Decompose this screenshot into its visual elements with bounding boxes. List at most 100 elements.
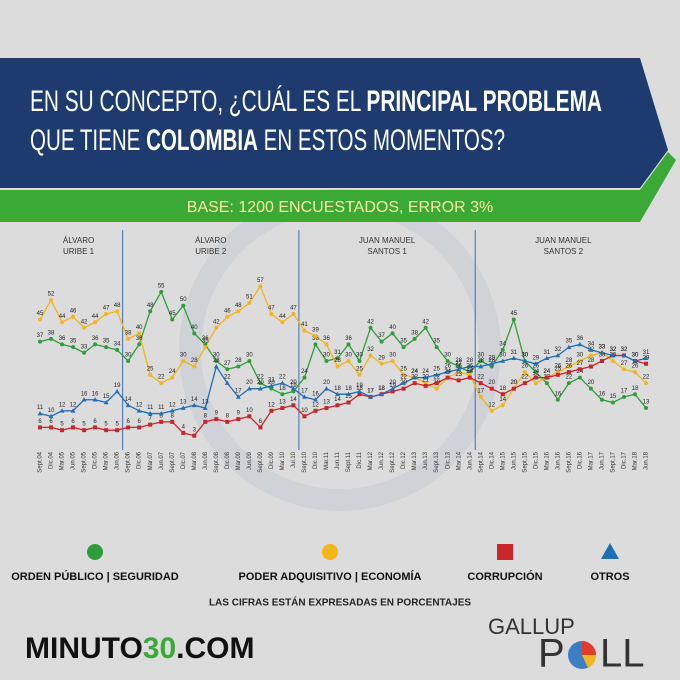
- data-label: 6: [49, 419, 53, 425]
- data-label: 26: [632, 364, 639, 370]
- data-label: 18: [378, 386, 385, 392]
- point: [181, 430, 186, 435]
- point: [302, 414, 307, 419]
- point: [423, 325, 428, 330]
- point: [246, 386, 252, 391]
- point: [412, 375, 418, 380]
- point: [291, 311, 296, 316]
- period-label: ÁLVARO: [195, 236, 226, 245]
- data-label: 40: [136, 325, 143, 331]
- data-label: 12: [268, 402, 275, 408]
- data-label: 30: [180, 353, 187, 359]
- data-label: 18: [345, 386, 352, 392]
- point: [478, 359, 483, 363]
- point: [324, 359, 329, 363]
- x-tick-label: Mar.11: [324, 451, 330, 470]
- legend-label: OTROS: [590, 571, 629, 583]
- data-label: 51: [246, 294, 253, 300]
- x-tick-label: Sept.13: [434, 451, 440, 472]
- point: [170, 317, 175, 322]
- period-label: URIBE 2: [195, 247, 227, 256]
- data-label: 18: [378, 386, 385, 392]
- title-part: PRINCIPAL PROBLEMA: [366, 85, 602, 118]
- point: [644, 361, 648, 366]
- data-label: 14: [499, 397, 506, 403]
- data-label: 22: [257, 375, 264, 381]
- subtitle: BASE: 1200 ENCUESTADOS, ERROR 3%: [187, 199, 493, 216]
- data-label: 22: [433, 375, 440, 381]
- point: [49, 425, 54, 430]
- point: [49, 336, 54, 341]
- data-label: 12: [59, 402, 66, 408]
- point: [511, 317, 516, 322]
- point: [126, 359, 131, 363]
- point: [434, 372, 440, 377]
- point: [104, 345, 109, 350]
- point: [522, 358, 528, 363]
- logo-pie: [582, 641, 596, 655]
- data-label: 40: [191, 325, 198, 331]
- data-label: 3: [193, 427, 197, 433]
- period-label: JUAN MANUEL: [359, 236, 416, 245]
- x-tick-label: Jun.17: [600, 451, 606, 470]
- data-label: 19: [356, 383, 363, 389]
- data-label: 7: [149, 416, 153, 422]
- point: [533, 370, 538, 375]
- data-label: 20: [510, 380, 517, 386]
- data-label: 30: [323, 353, 330, 359]
- point: [137, 342, 142, 347]
- point: [489, 408, 494, 413]
- point: [37, 410, 43, 416]
- data-label: 28: [477, 358, 484, 364]
- data-label: 9: [237, 411, 241, 417]
- data-label: 46: [70, 308, 77, 314]
- point: [191, 402, 197, 408]
- data-label: 13: [279, 400, 286, 406]
- point: [291, 403, 296, 408]
- data-label: 13: [323, 400, 330, 406]
- point: [456, 366, 462, 372]
- point: [644, 381, 648, 386]
- point: [467, 363, 473, 369]
- point: [302, 394, 307, 399]
- x-tick-label: Jun.18: [644, 451, 650, 470]
- point: [115, 428, 120, 433]
- point: [500, 347, 505, 352]
- data-label: 55: [158, 283, 165, 289]
- data-label: 25: [466, 366, 473, 372]
- x-tick-label: Dic.09: [269, 451, 275, 469]
- point: [379, 391, 384, 396]
- data-label: 5: [104, 422, 108, 428]
- point: [60, 320, 65, 325]
- data-label: 10: [48, 408, 55, 414]
- data-label: 32: [610, 347, 617, 353]
- logo-part: .COM: [176, 632, 254, 665]
- data-label: 29: [378, 355, 385, 361]
- data-label: 30: [213, 353, 220, 359]
- period-label: ÁLVARO: [63, 236, 94, 245]
- x-tick-label: Sept.14: [478, 451, 484, 472]
- data-label: 6: [126, 419, 130, 425]
- point: [544, 355, 550, 361]
- point: [621, 352, 627, 358]
- point: [500, 403, 505, 408]
- x-tick-label: Dic.10: [313, 451, 319, 469]
- point: [335, 356, 340, 361]
- data-label: 31: [334, 350, 341, 356]
- data-label: 24: [577, 369, 584, 375]
- data-label: 48: [235, 303, 242, 309]
- x-tick-label: Mar.08: [192, 451, 198, 470]
- logo-right-top: GALLUP: [488, 614, 575, 639]
- point: [104, 428, 109, 433]
- data-label: 50: [180, 297, 187, 303]
- point: [214, 359, 219, 363]
- data-label: 26: [555, 364, 562, 370]
- point: [610, 400, 615, 405]
- point: [203, 345, 208, 350]
- point: [180, 405, 186, 410]
- point: [500, 358, 506, 363]
- data-label: 24: [543, 369, 550, 375]
- x-tick-label: Jun.16: [555, 451, 561, 470]
- data-label: 15: [103, 394, 110, 400]
- point: [522, 370, 527, 375]
